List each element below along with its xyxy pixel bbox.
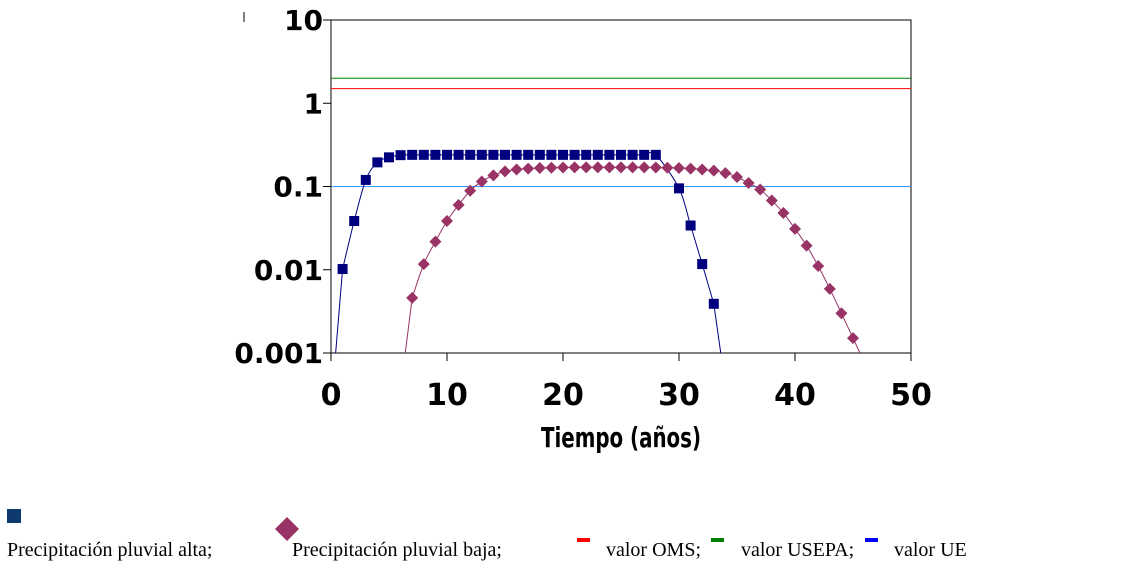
legend-item-usepa: valor USEPA;	[741, 539, 854, 561]
data-point-low-16	[591, 161, 604, 174]
data-point-low-9	[510, 163, 523, 176]
data-point-low-28	[731, 171, 743, 184]
legend-symbol-red-dash	[577, 538, 590, 542]
data-point-high-20	[569, 149, 580, 160]
legend-item-oms: valor OMS;	[606, 539, 701, 561]
data-point-high-12	[476, 149, 487, 160]
data-point-low-15	[580, 161, 593, 174]
data-point-low-12	[545, 161, 558, 174]
data-point-low-13	[557, 161, 569, 174]
data-point-high-6	[407, 149, 418, 160]
data-point-low-30	[754, 183, 767, 196]
legend-symbol-square	[7, 509, 21, 523]
data-point-low-26	[707, 164, 720, 177]
data-point-high-13	[488, 149, 499, 160]
data-point-high-30	[697, 259, 708, 270]
data-point-high-7	[418, 149, 429, 160]
data-point-low-10	[522, 162, 535, 175]
y-tick-label-2: 0.1	[273, 171, 323, 204]
data-point-high-18	[546, 149, 557, 160]
data-point-low-20	[638, 161, 651, 174]
data-point-high-4	[384, 152, 394, 163]
data-point-high-23	[604, 149, 615, 160]
data-point-high-14	[500, 149, 510, 160]
reference-lines	[331, 77, 911, 187]
legend-symbol-blue-dash	[865, 538, 878, 542]
data-point-low-4	[452, 198, 465, 211]
data-point-low-29	[742, 177, 755, 190]
data-point-low-5	[464, 184, 477, 197]
data-point-low-27	[719, 167, 732, 180]
data-point-low-32	[777, 207, 790, 220]
y-tick-label-1: 0.01	[254, 254, 323, 287]
legend-item-high-rain: Precipitación pluvial alta;	[7, 539, 213, 561]
x-tick-label-5: 50	[890, 378, 932, 413]
data-point-high-19	[558, 149, 568, 160]
data-point-high-10	[453, 149, 464, 160]
data-point-high-21	[581, 149, 592, 160]
data-point-high-1	[349, 216, 360, 227]
axes: 0 10 20 30 40 50 0.001 0.01 0.1 1 10	[234, 4, 931, 413]
data-point-high-26	[639, 149, 650, 160]
data-point-low-38	[847, 332, 859, 345]
data-point-low-3	[441, 215, 453, 228]
data-point-high-2	[360, 174, 371, 185]
data-point-high-9	[442, 149, 452, 160]
data-point-high-0	[337, 264, 348, 275]
data-point-low-18	[615, 161, 627, 174]
data-point-low-8	[499, 165, 511, 178]
data-point-low-19	[626, 161, 639, 174]
data-point-high-16	[523, 149, 534, 160]
legend: Precipitación pluvial alta; Precipitació…	[7, 509, 967, 561]
data-point-high-17	[534, 149, 545, 160]
data-point-low-14	[568, 161, 581, 174]
data-point-high-27	[650, 149, 661, 160]
chart: 0 10 20 30 40 50 0.001 0.01 0.1 1 10 Tiempo (años)	[234, 4, 931, 454]
legend-symbol-diamond	[275, 517, 299, 541]
series-markers	[337, 149, 859, 345]
data-point-high-25	[627, 149, 638, 160]
data-point-low-35	[812, 259, 825, 272]
data-point-low-36	[823, 282, 836, 295]
data-point-high-31	[708, 298, 719, 309]
data-point-low-25	[696, 163, 709, 176]
data-point-low-21	[649, 161, 662, 174]
x-tick-label-1: 10	[426, 378, 468, 413]
data-point-low-31	[765, 194, 778, 207]
data-point-high-29	[685, 220, 696, 231]
data-point-high-15	[511, 149, 522, 160]
legend-item-low-rain: Precipitación pluvial baja;	[292, 539, 502, 561]
data-point-high-3	[372, 157, 383, 168]
data-point-low-24	[684, 162, 697, 175]
legend-item-ue: valor UE	[894, 539, 967, 561]
data-point-low-2	[429, 235, 442, 248]
y-tick-label-4: 10	[284, 4, 323, 37]
data-point-high-8	[430, 149, 441, 160]
x-tick-label-0: 0	[321, 378, 342, 413]
x-tick-label-2: 20	[542, 378, 584, 413]
data-point-high-11	[465, 149, 476, 160]
y-tick-label-0: 0.001	[234, 337, 323, 370]
data-point-low-1	[417, 258, 430, 271]
data-point-low-34	[800, 239, 813, 252]
data-point-high-24	[616, 149, 626, 160]
data-point-low-33	[789, 222, 801, 235]
data-point-high-22	[592, 149, 603, 160]
y-tick-label-3: 1	[304, 87, 323, 120]
data-point-low-17	[603, 161, 616, 174]
data-point-low-6	[475, 175, 488, 188]
x-axis-label: Tiempo (años)	[541, 421, 701, 454]
data-point-low-0	[406, 291, 419, 304]
data-point-high-5	[395, 150, 406, 161]
data-point-low-7	[487, 169, 500, 182]
data-point-low-22	[661, 161, 674, 174]
data-point-low-11	[533, 161, 546, 174]
x-tick-label-3: 30	[658, 378, 700, 413]
data-point-low-23	[673, 161, 685, 174]
data-point-high-28	[674, 183, 684, 194]
x-tick-label-4: 40	[774, 378, 816, 413]
legend-symbol-green-dash	[711, 538, 724, 542]
data-point-low-37	[835, 307, 848, 320]
